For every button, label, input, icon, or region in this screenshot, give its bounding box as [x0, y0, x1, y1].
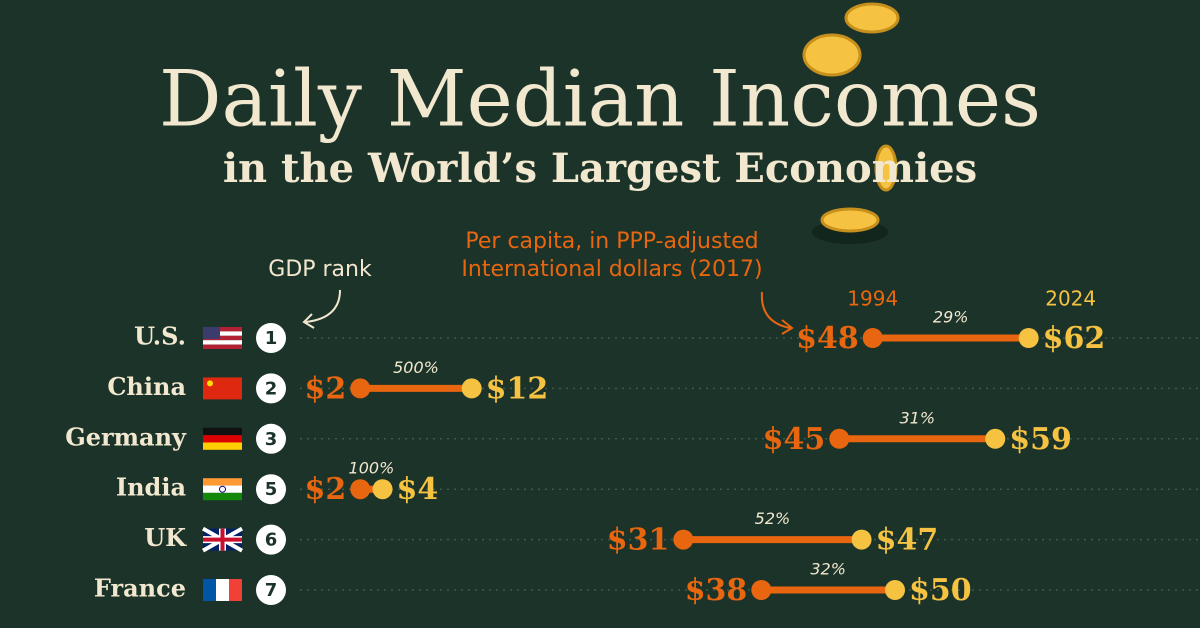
rank-badge	[256, 524, 286, 555]
dot	[985, 428, 1006, 449]
legend-label: 2024	[1045, 287, 1096, 311]
value-label: $12	[486, 371, 549, 406]
flag-part	[203, 492, 242, 501]
category-label: India	[116, 473, 186, 502]
dot	[885, 580, 905, 600]
category-label: U.S.	[134, 322, 186, 351]
flag-part	[203, 427, 242, 436]
category-label: Germany	[65, 422, 187, 451]
dot	[1018, 328, 1039, 348]
rank: 1	[265, 328, 278, 349]
flag-part	[203, 340, 242, 345]
value-label: $2	[305, 371, 347, 406]
flag	[203, 377, 242, 400]
flag-part	[229, 579, 242, 601]
rank-badge	[256, 423, 286, 454]
flag-part	[203, 485, 242, 493]
arrow	[302, 289, 341, 329]
flag-part	[219, 485, 226, 493]
dot	[372, 479, 393, 500]
legend-label: 1994	[847, 287, 898, 311]
change-label: 32%	[810, 560, 846, 579]
flag-part	[216, 579, 229, 601]
category-label: France	[94, 574, 186, 603]
flag-part	[203, 327, 220, 339]
flag	[202, 526, 243, 553]
rank-badge	[256, 323, 286, 353]
value-label: $45	[763, 422, 826, 457]
value-label: $38	[685, 573, 748, 608]
note: Per capita, in PPP-adjusted	[465, 229, 758, 254]
flag-part	[203, 435, 242, 443]
dot	[829, 428, 850, 449]
flag-part	[203, 528, 242, 551]
dot	[350, 479, 371, 500]
change-label: 500%	[393, 358, 439, 377]
note: International dollars (2017)	[461, 257, 762, 282]
category-label: China	[107, 372, 186, 401]
chart-subtitle: in the World’s Largest Economies	[223, 145, 977, 192]
value-label: $59	[1009, 422, 1072, 457]
chart-title: Daily Median Incomes	[159, 55, 1041, 145]
value-label: $2	[305, 472, 347, 507]
rank: 7	[265, 580, 278, 601]
change-label: 31%	[899, 408, 935, 427]
category-label: UK	[144, 523, 187, 552]
value-label: $31	[607, 523, 670, 558]
flag-part	[203, 335, 242, 341]
value-label: $47	[876, 523, 939, 558]
rank-badge	[256, 575, 286, 605]
change-label: 52%	[755, 509, 791, 528]
dot	[461, 378, 482, 399]
dot	[673, 529, 694, 550]
flag	[203, 427, 242, 450]
flag	[203, 579, 242, 601]
rank: 3	[265, 429, 278, 450]
rank: 2	[265, 378, 278, 399]
rank-badge	[256, 373, 286, 404]
flag-part	[203, 442, 242, 450]
change-label: 100%	[349, 459, 395, 478]
dot	[350, 378, 371, 399]
change-label: 29%	[933, 308, 969, 327]
value-label: $50	[909, 573, 972, 608]
rank: 6	[265, 530, 278, 551]
flag-part	[203, 478, 242, 486]
flag	[203, 478, 242, 501]
value-label: $48	[796, 321, 859, 356]
value-label: $4	[397, 472, 439, 507]
rank-badge	[256, 474, 286, 505]
flag-part	[207, 380, 213, 387]
dot	[851, 529, 872, 550]
flag-part	[203, 344, 242, 349]
value-label: $62	[1043, 321, 1106, 356]
flag-part	[203, 331, 242, 336]
rank: 5	[265, 479, 278, 500]
dot	[751, 580, 772, 600]
arrow	[760, 291, 794, 335]
flag-part	[203, 579, 216, 601]
flag	[203, 327, 242, 349]
flag-part	[203, 327, 242, 332]
rank-label: GDP rank	[268, 257, 372, 282]
dot	[862, 328, 883, 348]
coins	[802, 2, 900, 244]
